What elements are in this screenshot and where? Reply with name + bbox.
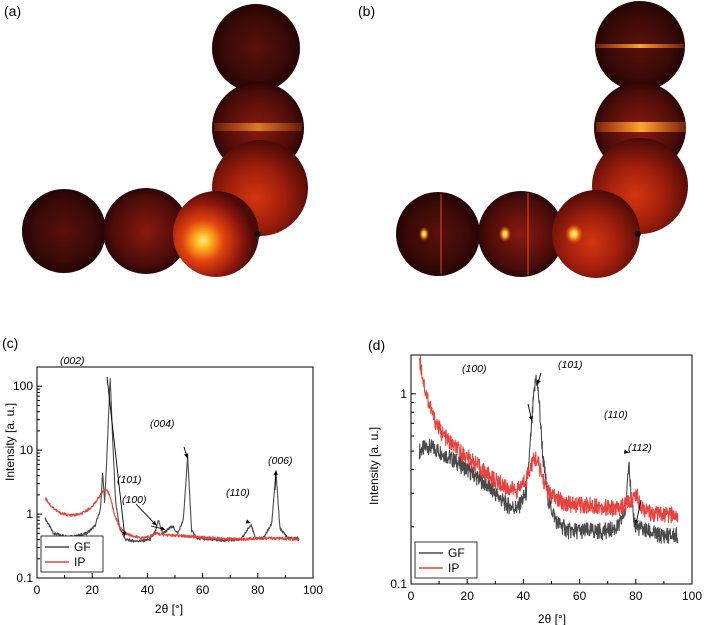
x-tick-label: 40 (141, 583, 155, 597)
peak-annotation: (112) (628, 442, 652, 454)
panel-a-label: (a) (4, 3, 21, 19)
panel-b: (b) (358, 1, 688, 278)
beam-stop-b (635, 231, 641, 237)
panel-d: (d) 0 20 40 60 80 100 0.1 1 (100) (101) (110) (112)… (367, 337, 702, 625)
y-tick-label: 1 (400, 387, 407, 401)
y-tick-label: 1 (26, 507, 33, 521)
chart-c-xlabel: 2θ [°] (155, 602, 183, 616)
legend-label-ip: IP (74, 555, 85, 569)
series-line-ip (418, 355, 679, 524)
y-tick-label: 100 (13, 379, 33, 393)
panel-d-label: (d) (368, 337, 385, 353)
detector-frame-a6 (173, 191, 259, 277)
chart-c: 0 20 40 60 80 100 0.1 1 10 100 (002) (004) (101) (100… (13, 355, 323, 597)
panel-b-label: (b) (358, 3, 375, 19)
x-tick-label: 60 (573, 589, 587, 603)
legend-label-gf: GF (74, 540, 91, 554)
peak-annotation: (006) (268, 455, 293, 467)
detector-frame-a1 (22, 189, 106, 273)
peak-arrowhead (151, 520, 157, 526)
peak-arrow (135, 503, 157, 526)
x-tick-label: 0 (408, 589, 415, 603)
x-tick-label: 80 (629, 589, 643, 603)
peak-annotation: (101) (117, 474, 142, 486)
diffraction-ring-a4 (214, 123, 302, 131)
y-tick-label: 0.1 (16, 571, 33, 585)
panel-c: (c) 0 20 40 60 80 100 0.1 1 10 100 (002) (004) (101)… (2, 335, 323, 616)
peak-annotation: (100) (122, 494, 147, 506)
peak-arrowhead (634, 519, 639, 525)
x-tick-label: 20 (461, 589, 475, 603)
panel-c-label: (c) (2, 335, 18, 351)
peak-arrowhead (536, 379, 541, 385)
legend-label-ip: IP (448, 561, 459, 575)
detector-frame-b2 (478, 191, 564, 277)
peak-annotation: (110) (226, 487, 250, 499)
peak-annotation: (110) (604, 409, 628, 421)
panel-a: (a) (4, 3, 308, 277)
peak-arrowhead (528, 415, 533, 421)
x-tick-label: 100 (303, 583, 323, 597)
detector-frame-a3 (212, 4, 300, 92)
detector-frame-b1 (396, 192, 480, 276)
series-line-gf (418, 374, 679, 544)
y-tick-label: 10 (20, 443, 34, 457)
diffraction-ring-b4 (596, 122, 686, 132)
chart-c-ylabel: Intensity [a. u.] (3, 403, 17, 481)
x-tick-label: 0 (34, 583, 41, 597)
peak-arrow (106, 376, 126, 537)
detector-frame-a2 (103, 188, 189, 274)
x-tick-label: 20 (86, 583, 100, 597)
detector-frame-b6 (552, 190, 640, 278)
peak-annotation: (100) (462, 363, 487, 375)
peak-arrowhead (245, 519, 251, 524)
diffraction-ring-b3 (596, 44, 684, 48)
x-tick-label: 60 (196, 583, 210, 597)
peak-annotation: (002) (60, 355, 85, 367)
x-tick-label: 80 (251, 583, 265, 597)
peak-arrowhead (273, 470, 278, 475)
peak-annotation: (101) (558, 359, 583, 371)
chart-d-xlabel: 2θ [°] (538, 612, 566, 625)
x-tick-label: 40 (517, 589, 531, 603)
series-line-ip (44, 488, 300, 542)
legend-box (40, 535, 104, 573)
peak-arrowhead (122, 531, 127, 537)
beam-stop-a (255, 231, 261, 237)
x-tick-label: 100 (682, 589, 702, 603)
peak-arrowhead (623, 449, 629, 454)
legend-box (414, 541, 478, 579)
peak-arrowhead (160, 526, 166, 531)
peak-annotation: (004) (150, 418, 175, 430)
series-line-gf (44, 378, 300, 543)
peak-arrowhead (184, 453, 189, 459)
y-tick-label: 0.1 (390, 577, 407, 591)
chart-d-ylabel: Intensity [a. u.] (367, 427, 381, 505)
legend-label-gf: GF (448, 546, 465, 560)
